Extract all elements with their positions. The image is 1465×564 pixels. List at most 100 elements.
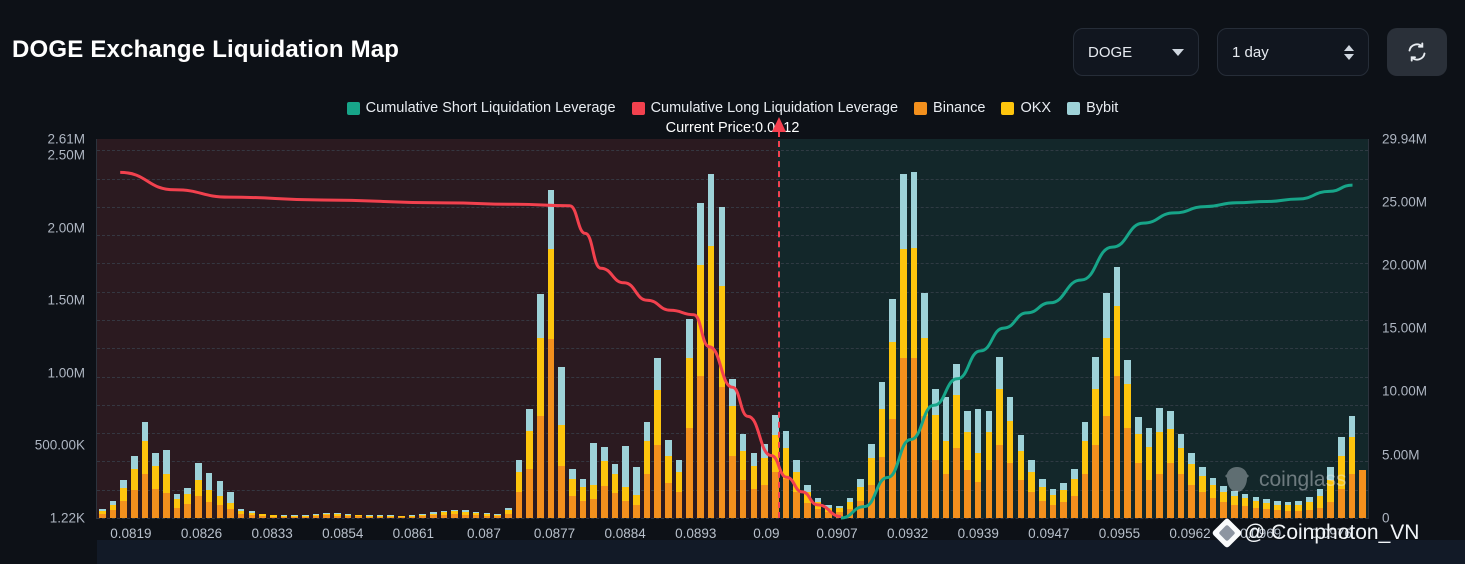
liquidation-bar[interactable] <box>216 480 224 518</box>
liquidation-bar[interactable] <box>248 511 256 518</box>
liquidation-bar[interactable] <box>697 202 704 518</box>
liquidation-bar[interactable] <box>1167 410 1174 518</box>
liquidation-bar[interactable] <box>1017 434 1025 518</box>
liquidation-bar[interactable] <box>793 459 800 518</box>
liquidation-bar[interactable] <box>932 388 939 518</box>
liquidation-bar[interactable] <box>1231 490 1238 518</box>
liquidation-bar[interactable] <box>1273 501 1281 518</box>
liquidation-bar[interactable] <box>1124 359 1131 518</box>
liquidation-bar[interactable] <box>739 433 747 518</box>
liquidation-bar[interactable] <box>1038 478 1046 518</box>
liquidation-bar[interactable] <box>1135 417 1142 518</box>
liquidation-bar[interactable] <box>590 442 597 518</box>
liquidation-bar[interactable] <box>1092 356 1099 518</box>
liquidation-bar[interactable] <box>408 515 416 518</box>
timerange-select[interactable]: 1 day <box>1217 28 1369 76</box>
liquidation-bar[interactable] <box>1113 266 1121 518</box>
liquidation-bar[interactable] <box>504 508 512 518</box>
liquidation-bar[interactable] <box>964 410 971 518</box>
liquidation-bar[interactable] <box>643 422 651 518</box>
liquidation-bar[interactable] <box>1305 497 1313 518</box>
liquidation-bar[interactable] <box>515 459 523 518</box>
liquidation-bar[interactable] <box>1006 396 1014 518</box>
liquidation-bar[interactable] <box>387 515 395 518</box>
liquidation-bar[interactable] <box>184 488 192 518</box>
liquidation-bar[interactable] <box>430 512 437 518</box>
liquidation-bar[interactable] <box>1316 488 1324 518</box>
liquidation-bar[interactable] <box>1209 478 1217 518</box>
liquidation-bar[interactable] <box>301 515 309 518</box>
liquidation-bar[interactable] <box>355 514 362 518</box>
liquidation-bar[interactable] <box>900 173 907 518</box>
refresh-button[interactable] <box>1387 28 1447 76</box>
liquidation-bar[interactable] <box>568 468 576 518</box>
liquidation-bar[interactable] <box>665 439 672 518</box>
liquidation-bar[interactable] <box>205 473 213 518</box>
liquidation-bar[interactable] <box>1284 502 1292 518</box>
liquidation-bar[interactable] <box>323 512 330 518</box>
legend-item-cumulative-short[interactable]: Cumulative Short Liquidation Leverage <box>346 100 616 116</box>
liquidation-bar[interactable] <box>1199 466 1206 518</box>
liquidation-bar[interactable] <box>280 515 288 518</box>
liquidation-bar[interactable] <box>675 459 683 518</box>
liquidation-bar[interactable] <box>259 513 266 518</box>
liquidation-bar[interactable] <box>878 381 886 518</box>
liquidation-bar[interactable] <box>1252 496 1260 518</box>
liquidation-bar[interactable] <box>536 294 544 518</box>
liquidation-bar[interactable] <box>1145 427 1153 518</box>
liquidation-bar[interactable] <box>1156 408 1164 518</box>
liquidation-bar[interactable] <box>579 478 587 518</box>
liquidation-bar[interactable] <box>195 462 202 518</box>
liquidation-bar[interactable] <box>718 207 726 518</box>
liquidation-bar[interactable] <box>462 510 469 518</box>
liquidation-bar[interactable] <box>633 467 640 518</box>
legend-item-cumulative-long[interactable]: Cumulative Long Liquidation Leverage <box>631 100 898 116</box>
bottom-scroll-strip[interactable] <box>97 540 1465 564</box>
liquidation-bar[interactable] <box>173 494 181 518</box>
liquidation-bar[interactable] <box>611 463 619 518</box>
liquidation-bar[interactable] <box>1241 493 1249 518</box>
liquidation-bar[interactable] <box>1188 452 1196 518</box>
liquidation-bar[interactable] <box>729 378 736 518</box>
liquidation-bar[interactable] <box>1327 466 1334 518</box>
liquidation-bar[interactable] <box>1177 433 1185 518</box>
liquidation-bar[interactable] <box>974 409 982 518</box>
liquidation-bar[interactable] <box>996 356 1003 518</box>
liquidation-bar[interactable] <box>771 414 779 518</box>
liquidation-bar[interactable] <box>344 513 352 518</box>
liquidation-bar[interactable] <box>451 509 459 518</box>
liquidation-bar[interactable] <box>1337 436 1345 518</box>
liquidation-bar[interactable] <box>1028 459 1035 518</box>
liquidation-bar[interactable] <box>889 298 896 518</box>
liquidation-bar[interactable] <box>163 449 170 518</box>
legend-item-binance[interactable]: Binance <box>914 100 985 116</box>
liquidation-bar[interactable] <box>141 422 149 518</box>
liquidation-bar[interactable] <box>472 511 480 518</box>
liquidation-bar[interactable] <box>921 292 929 518</box>
liquidation-bar[interactable] <box>654 358 662 518</box>
liquidation-bar[interactable] <box>803 485 811 518</box>
coin-select[interactable]: DOGE <box>1073 28 1199 76</box>
liquidation-bar[interactable] <box>601 446 608 518</box>
liquidation-bar[interactable] <box>366 515 373 518</box>
liquidation-bar[interactable] <box>237 509 245 518</box>
liquidation-bar[interactable] <box>291 515 298 518</box>
liquidation-bar[interactable] <box>440 510 448 518</box>
liquidation-bar[interactable] <box>398 515 405 518</box>
liquidation-bar[interactable] <box>1049 488 1057 518</box>
liquidation-bar[interactable] <box>1220 486 1228 518</box>
liquidation-bar[interactable] <box>494 514 501 518</box>
liquidation-bar[interactable] <box>558 367 565 518</box>
liquidation-bar[interactable] <box>227 491 234 518</box>
liquidation-bar[interactable] <box>376 515 384 518</box>
liquidation-bar[interactable] <box>1103 292 1110 518</box>
liquidation-bar[interactable] <box>152 452 160 518</box>
liquidation-bar[interactable] <box>109 501 117 518</box>
liquidation-bar[interactable] <box>942 397 950 518</box>
liquidation-bar[interactable] <box>131 456 138 518</box>
liquidation-bar[interactable] <box>707 173 715 518</box>
liquidation-bar[interactable] <box>782 430 790 518</box>
liquidation-bar[interactable] <box>334 512 341 518</box>
liquidation-bar[interactable] <box>686 319 694 518</box>
liquidation-bar[interactable] <box>1263 499 1270 518</box>
